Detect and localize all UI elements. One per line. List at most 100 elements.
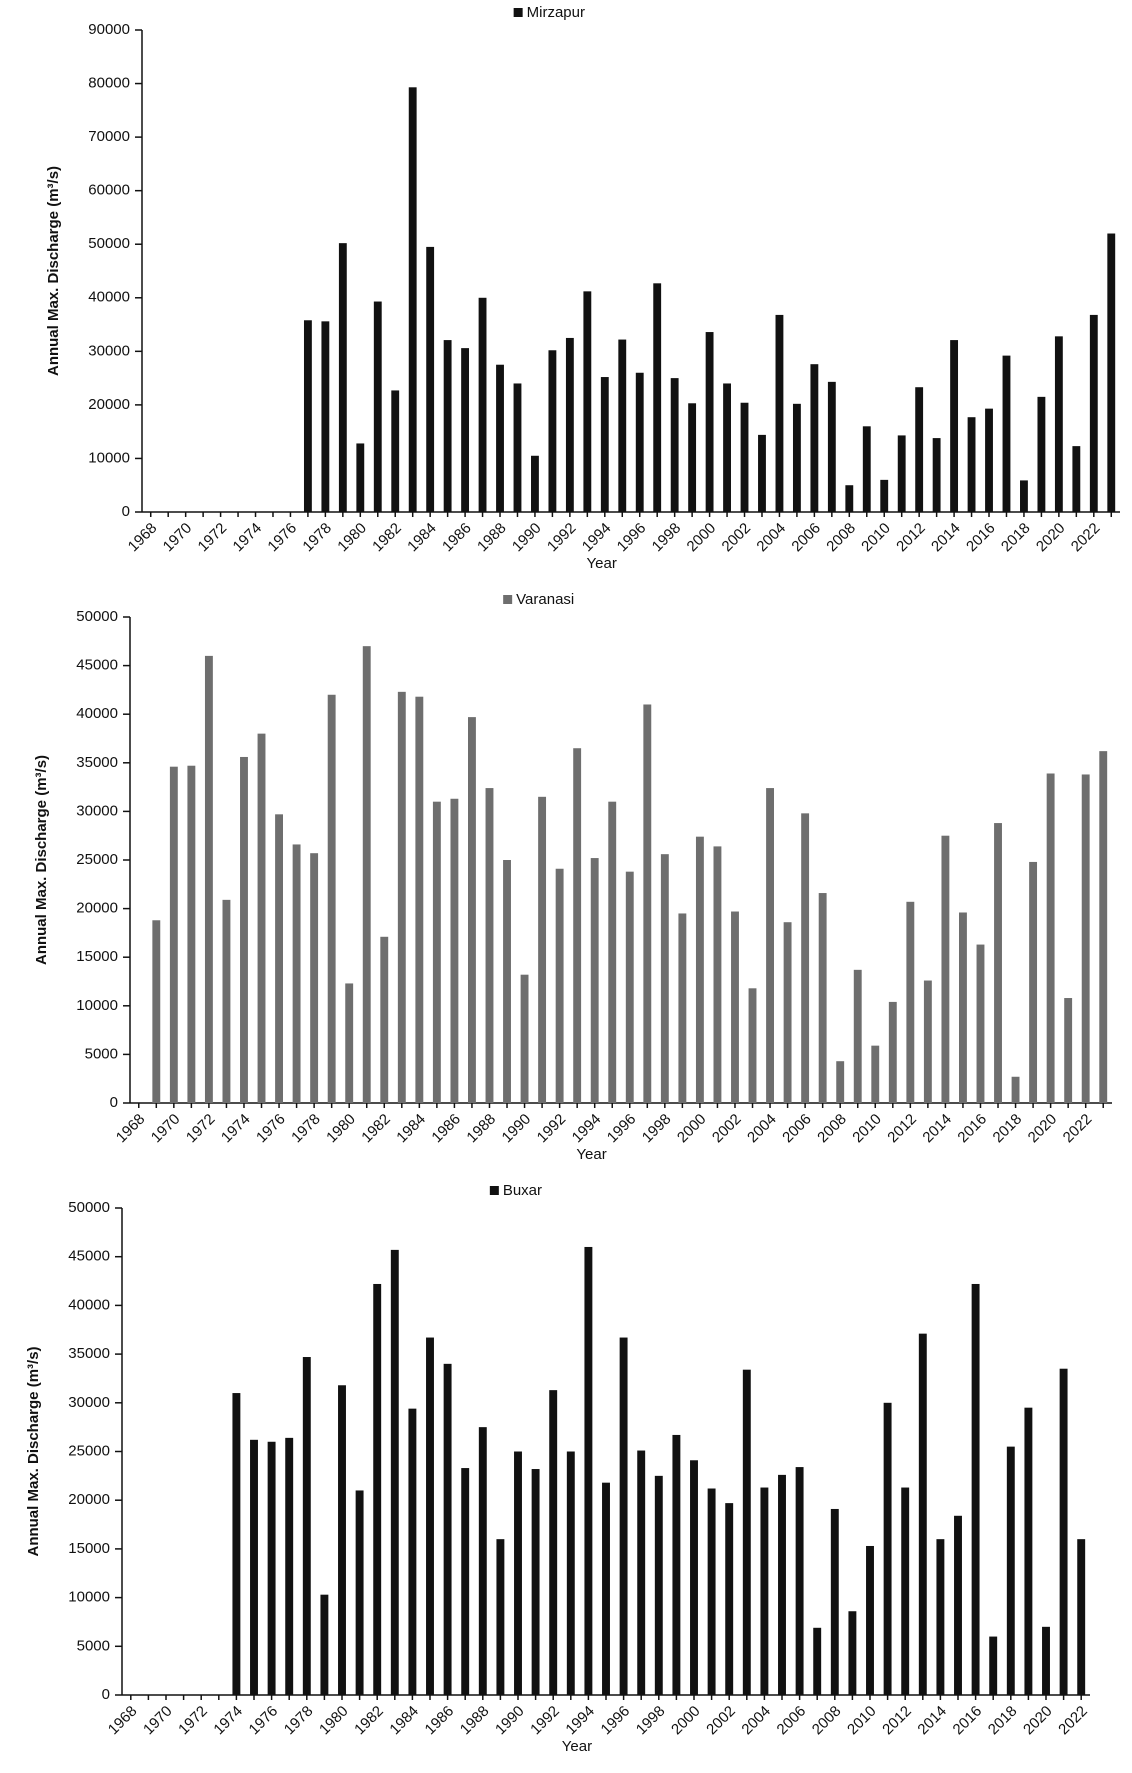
x-tick-label: 2010 bbox=[849, 1111, 885, 1147]
bar bbox=[1046, 773, 1055, 1103]
bar bbox=[513, 383, 522, 512]
bar bbox=[1107, 233, 1116, 512]
bar bbox=[813, 1627, 822, 1695]
y-tick-label: 0 bbox=[122, 503, 130, 520]
bar bbox=[713, 846, 722, 1103]
bar bbox=[338, 243, 347, 512]
bar bbox=[941, 835, 950, 1103]
bar bbox=[705, 332, 714, 512]
x-axis-label: Year bbox=[576, 1146, 606, 1163]
y-tick-label: 5000 bbox=[77, 1637, 110, 1654]
x-tick-label: 1992 bbox=[544, 520, 580, 556]
bar bbox=[303, 320, 312, 512]
x-tick-label: 2022 bbox=[1060, 1111, 1096, 1147]
x-tick-label: 2006 bbox=[774, 1703, 810, 1739]
x-tick-label: 2018 bbox=[998, 520, 1034, 556]
x-tick-label: 2008 bbox=[823, 520, 859, 556]
bar bbox=[830, 1508, 839, 1695]
y-tick-label: 20000 bbox=[76, 900, 118, 917]
y-tick-label: 10000 bbox=[68, 1589, 110, 1606]
y-tick-label: 45000 bbox=[76, 657, 118, 674]
bar bbox=[654, 1475, 663, 1695]
bar bbox=[292, 844, 301, 1103]
y-tick-label: 35000 bbox=[76, 754, 118, 771]
bar bbox=[267, 1441, 276, 1695]
x-tick-label: 2008 bbox=[814, 1111, 850, 1147]
bar bbox=[600, 377, 609, 512]
x-tick-label: 1978 bbox=[299, 520, 335, 556]
x-tick-label: 1986 bbox=[422, 1703, 458, 1739]
x-tick-label: 1998 bbox=[649, 520, 685, 556]
y-tick-label: 45000 bbox=[68, 1248, 110, 1265]
x-tick-label: 1994 bbox=[569, 1111, 605, 1147]
x-tick-label: 1968 bbox=[113, 1111, 149, 1147]
bar bbox=[275, 814, 283, 1103]
x-tick-label: 1976 bbox=[264, 520, 300, 556]
bar bbox=[520, 974, 529, 1103]
bar bbox=[390, 1249, 399, 1695]
bar bbox=[1064, 998, 1073, 1103]
bar bbox=[345, 983, 354, 1103]
bar bbox=[959, 912, 967, 1103]
bar bbox=[985, 408, 993, 512]
x-tick-label: 1996 bbox=[598, 1703, 634, 1739]
bar bbox=[549, 1390, 558, 1695]
bar bbox=[836, 1061, 845, 1103]
x-tick-label: 1984 bbox=[404, 520, 440, 556]
y-tick-label: 10000 bbox=[76, 997, 118, 1014]
bar bbox=[801, 813, 810, 1103]
bar bbox=[566, 1451, 575, 1695]
bar bbox=[742, 1369, 751, 1695]
bar bbox=[426, 246, 435, 512]
y-tick-label: 0 bbox=[102, 1686, 110, 1703]
x-tick-label: 1986 bbox=[439, 520, 475, 556]
x-tick-label: 1978 bbox=[288, 1111, 324, 1147]
bar bbox=[723, 383, 731, 512]
bar bbox=[169, 766, 178, 1103]
bar bbox=[901, 1487, 910, 1695]
x-tick-label: 2020 bbox=[1033, 520, 1069, 556]
bar bbox=[971, 1283, 980, 1695]
bar bbox=[989, 1636, 998, 1695]
x-tick-label: 1996 bbox=[614, 520, 650, 556]
bar bbox=[954, 1515, 962, 1695]
bar bbox=[853, 969, 862, 1103]
bar bbox=[923, 980, 932, 1103]
legend-swatch bbox=[503, 595, 513, 604]
bar bbox=[1020, 480, 1028, 512]
legend-label: Mirzapur bbox=[527, 4, 585, 21]
x-tick-label: 2004 bbox=[738, 1703, 774, 1739]
bar bbox=[897, 435, 906, 512]
x-tick-label: 1998 bbox=[633, 1703, 669, 1739]
x-tick-label: 2020 bbox=[1025, 1111, 1061, 1147]
bar bbox=[478, 1427, 487, 1695]
bar bbox=[967, 417, 976, 512]
bar bbox=[478, 297, 487, 512]
y-tick-label: 40000 bbox=[88, 289, 130, 306]
x-tick-label: 2012 bbox=[884, 1111, 920, 1147]
x-tick-label: 2002 bbox=[709, 1111, 745, 1147]
y-tick-label: 60000 bbox=[88, 182, 130, 199]
bar bbox=[152, 920, 161, 1103]
bar bbox=[775, 314, 784, 512]
x-tick-label: 1990 bbox=[499, 1111, 535, 1147]
x-axis-label: Year bbox=[587, 555, 617, 572]
bar bbox=[883, 1402, 892, 1695]
x-axis-label: Year bbox=[562, 1738, 592, 1755]
x-tick-label: 2018 bbox=[990, 1111, 1026, 1147]
bar bbox=[485, 788, 494, 1103]
y-tick-label: 50000 bbox=[76, 608, 118, 625]
bar bbox=[531, 1469, 540, 1695]
x-tick-label: 1988 bbox=[474, 520, 510, 556]
x-tick-label: 2012 bbox=[893, 520, 929, 556]
x-tick-label: 1980 bbox=[334, 520, 370, 556]
x-tick-label: 1976 bbox=[253, 1111, 289, 1147]
bar bbox=[285, 1437, 294, 1695]
x-tick-label: 2002 bbox=[719, 520, 755, 556]
x-tick-label: 1970 bbox=[140, 1703, 176, 1739]
bar bbox=[918, 1333, 927, 1695]
bar bbox=[1042, 1626, 1050, 1695]
x-tick-label: 1980 bbox=[323, 1111, 359, 1147]
bar bbox=[443, 1363, 452, 1695]
y-axis-label: Annual Max. Discharge (m³/s) bbox=[33, 755, 50, 965]
